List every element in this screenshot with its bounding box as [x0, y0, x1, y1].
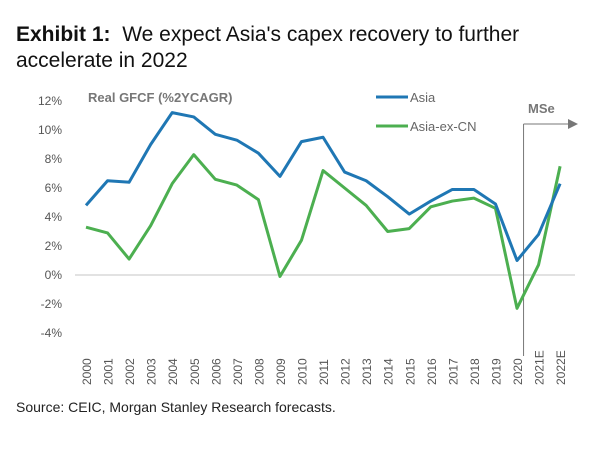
- forecast-label: MSe: [528, 101, 555, 116]
- y-tick-label: 12%: [38, 94, 62, 108]
- x-tick-label: 2003: [145, 358, 159, 385]
- source-note: Source: CEIC, Morgan Stanley Research fo…: [16, 399, 336, 415]
- x-tick-label: 2016: [425, 358, 439, 385]
- x-tick-label: 2010: [296, 358, 310, 385]
- x-tick-label: 2004: [166, 358, 180, 385]
- x-tick-label: 2007: [231, 358, 245, 385]
- exhibit-label: Exhibit 1:: [16, 23, 111, 46]
- legend-label: Asia-ex-CN: [410, 119, 476, 134]
- title-text: We expect Asia's capex recovery to furth…: [16, 23, 520, 72]
- x-tick-label: 2015: [403, 358, 417, 385]
- y-tick-label: 10%: [38, 123, 62, 137]
- x-tick-label: 2005: [188, 358, 202, 385]
- chart-title: Exhibit 1: We expect Asia's capex recove…: [16, 22, 596, 74]
- x-tick-label: 2021E: [533, 350, 547, 385]
- x-tick-label: 2013: [360, 358, 374, 385]
- x-tick-label: 2014: [382, 358, 396, 385]
- y-tick-label: -2%: [41, 297, 63, 311]
- legend-label: Asia: [410, 90, 436, 105]
- y-tick-label: 8%: [45, 152, 63, 166]
- x-tick-label: 2012: [339, 358, 353, 385]
- y-tick-label: -4%: [41, 326, 63, 340]
- x-tick-label: 2017: [446, 358, 460, 385]
- x-tick-label: 2008: [252, 358, 266, 385]
- x-tick-label: 2001: [102, 358, 116, 385]
- x-tick-label: 2006: [209, 358, 223, 385]
- y-tick-label: 2%: [45, 239, 63, 253]
- y-tick-label: 0%: [45, 268, 63, 282]
- series-line-asia-ex-cn: [85, 153, 562, 310]
- x-tick-label: 2000: [80, 358, 94, 385]
- series-line-asia: [84, 111, 562, 262]
- x-tick-label: 2009: [274, 358, 288, 385]
- x-tick-label: 2022E: [554, 350, 568, 385]
- x-tick-label: 2018: [468, 358, 482, 385]
- x-tick-label: 2002: [123, 358, 137, 385]
- x-tick-label: 2019: [489, 358, 503, 385]
- x-tick-label: 2020: [511, 358, 525, 385]
- y-tick-label: 6%: [45, 181, 63, 195]
- y-tick-label: 4%: [45, 210, 63, 224]
- chart-subtitle: Real GFCF (%2YCAGR): [88, 90, 232, 105]
- x-tick-label: 2011: [317, 359, 331, 385]
- forecast-arrow-head: [568, 119, 578, 129]
